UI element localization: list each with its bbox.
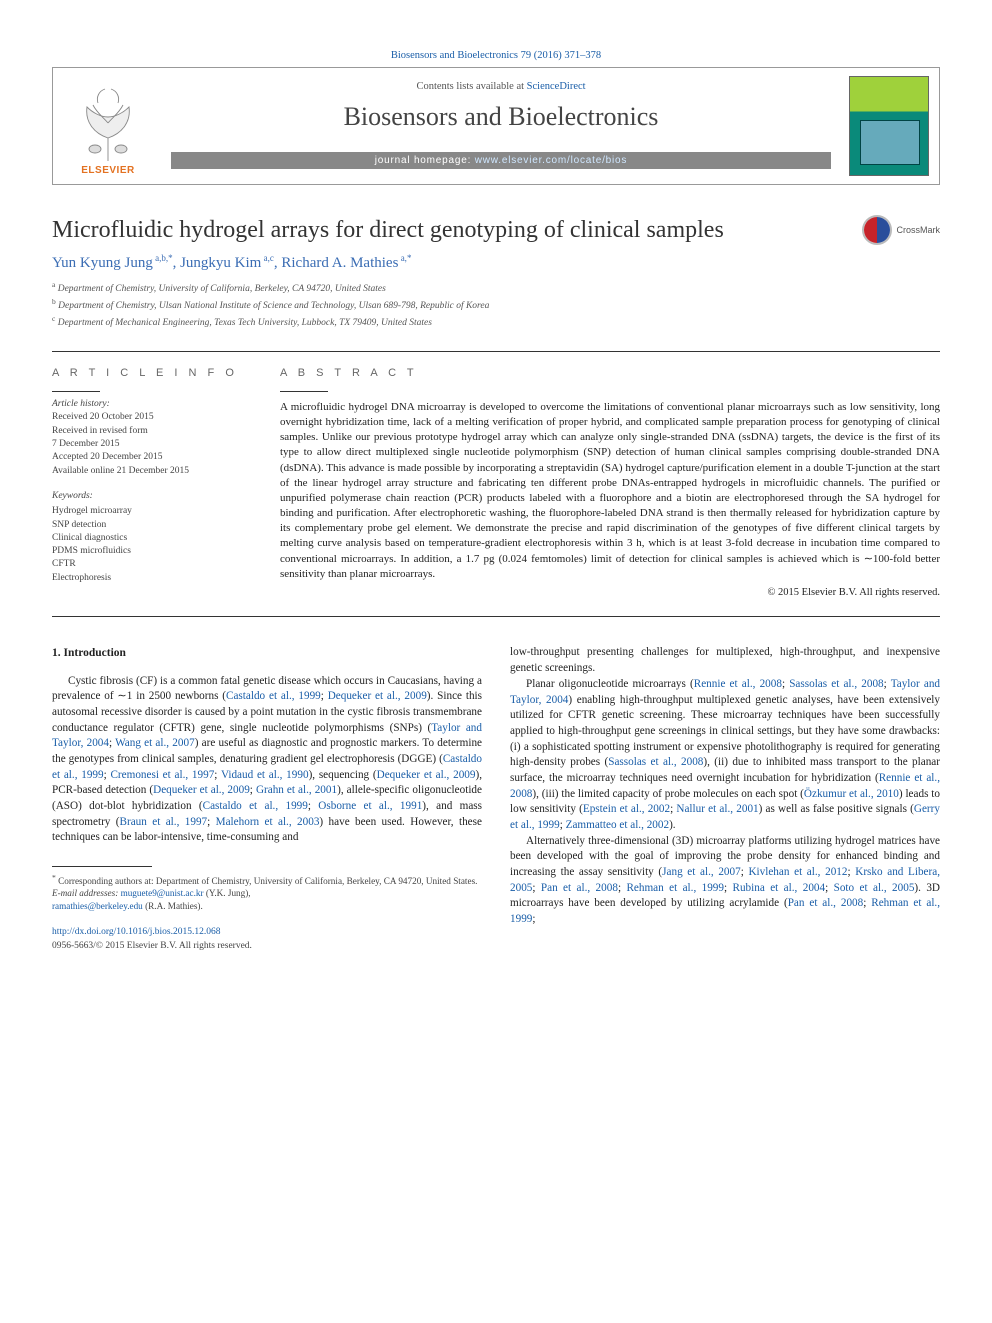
- section-heading: 1. Introduction: [52, 645, 482, 661]
- paper-title: Microfluidic hydrogel arrays for direct …: [52, 215, 854, 245]
- publisher-logo-block: ELSEVIER: [53, 68, 163, 184]
- biblio-ref[interactable]: Sassolas et al., 2008: [608, 756, 703, 768]
- body-columns: 1. Introduction Cystic fibrosis (CF) is …: [52, 645, 940, 952]
- affiliation-b: Department of Chemistry, Ulsan National …: [58, 301, 489, 311]
- biblio-ref[interactable]: Pan et al., 2008: [788, 897, 864, 909]
- contents-available-line: Contents lists available at ScienceDirec…: [416, 81, 585, 92]
- biblio-ref[interactable]: Zammatteo et al., 2002: [566, 819, 669, 831]
- biblio-ref[interactable]: Vidaud et al., 1990: [221, 769, 309, 781]
- biblio-ref[interactable]: Nallur et al., 2001: [676, 803, 758, 815]
- history-item: Accepted 20 December 2015: [52, 451, 246, 464]
- keyword: PDMS microfluidics: [52, 545, 246, 558]
- biblio-ref[interactable]: Osborne et al., 1991: [318, 800, 422, 812]
- biblio-ref[interactable]: Castaldo et al., 1999: [203, 800, 308, 812]
- crossmark-icon: [862, 215, 892, 245]
- contents-available-prefix: Contents lists available at: [416, 81, 526, 92]
- biblio-ref[interactable]: Cremonesi et al., 1997: [110, 769, 214, 781]
- history-item: 7 December 2015: [52, 438, 246, 451]
- abstract-column: A B S T R A C T A microfluidic hydrogel …: [262, 352, 940, 617]
- affil-sup: a,b,: [153, 253, 168, 263]
- author[interactable]: Jungkyu Kim: [180, 255, 261, 271]
- history-item: Received in revised form: [52, 425, 246, 438]
- history-item: Received 20 October 2015: [52, 411, 246, 424]
- citation-line: Biosensors and Bioelectronics 79 (2016) …: [52, 50, 940, 61]
- body-paragraph: Planar oligonucleotide microarrays (Renn…: [510, 677, 940, 834]
- abstract-copyright: © 2015 Elsevier B.V. All rights reserved…: [280, 586, 940, 600]
- biblio-ref[interactable]: Braun et al., 1997: [120, 816, 208, 828]
- affil-sup: a,: [398, 253, 407, 263]
- keyword: Hydrogel microarray: [52, 505, 246, 518]
- doi-link[interactable]: http://dx.doi.org/10.1016/j.bios.2015.12…: [52, 926, 482, 939]
- affiliation-a: Department of Chemistry, University of C…: [58, 284, 386, 294]
- biblio-ref[interactable]: Epstein et al., 2002: [583, 803, 670, 815]
- history-label: Article history:: [52, 398, 246, 411]
- keyword: Clinical diagnostics: [52, 532, 246, 545]
- publisher-name: ELSEVIER: [81, 165, 134, 176]
- keyword: SNP detection: [52, 519, 246, 532]
- journal-name: Biosensors and Bioelectronics: [344, 102, 659, 132]
- body-paragraph: Alternatively three-dimensional (3D) mic…: [510, 834, 940, 928]
- biblio-ref[interactable]: Jang et al., 2007: [662, 866, 741, 878]
- biblio-ref[interactable]: Pan et al., 2008: [541, 882, 618, 894]
- journal-homepage-bar: journal homepage: www.elsevier.com/locat…: [171, 152, 831, 169]
- email-who: (R.A. Mathies).: [143, 901, 203, 911]
- author-sep: ,: [173, 255, 181, 271]
- biblio-ref[interactable]: Dequeker et al., 2009: [377, 769, 476, 781]
- body-paragraph: Cystic fibrosis (CF) is a common fatal g…: [52, 674, 482, 846]
- author[interactable]: Yun Kyung Jung: [52, 255, 153, 271]
- corr-sup: *: [407, 253, 412, 263]
- biblio-ref[interactable]: Sassolas et al., 2008: [789, 678, 883, 690]
- article-info-heading: A R T I C L E I N F O: [52, 366, 246, 381]
- journal-homepage-link[interactable]: www.elsevier.com/locate/bios: [475, 155, 627, 166]
- homepage-prefix: journal homepage:: [375, 155, 475, 166]
- email-who: (Y.K. Jung),: [204, 888, 251, 898]
- footnotes: * Corresponding authors at: Department o…: [52, 873, 482, 912]
- history-item: Available online 21 December 2015: [52, 465, 246, 478]
- biblio-ref[interactable]: Özkumur et al., 2010: [804, 788, 899, 800]
- crossmark-label: CrossMark: [896, 225, 940, 235]
- biblio-ref[interactable]: Wang et al., 2007: [115, 737, 195, 749]
- author[interactable]: Richard A. Mathies: [281, 255, 398, 271]
- doi-block: http://dx.doi.org/10.1016/j.bios.2015.12…: [52, 926, 482, 953]
- email-label: E-mail addresses:: [52, 888, 121, 898]
- email-link[interactable]: ramathies@berkeley.edu: [52, 901, 143, 911]
- keywords-label: Keywords:: [52, 490, 246, 503]
- email-link[interactable]: muguete9@unist.ac.kr: [121, 888, 204, 898]
- sciencedirect-link[interactable]: ScienceDirect: [527, 81, 586, 92]
- article-info-column: A R T I C L E I N F O Article history: R…: [52, 352, 262, 617]
- biblio-ref[interactable]: Rubina et al., 2004: [733, 882, 826, 894]
- biblio-ref[interactable]: Soto et al., 2005: [834, 882, 915, 894]
- journal-header: ELSEVIER Contents lists available at Sci…: [52, 67, 940, 185]
- biblio-ref[interactable]: Rehman et al., 1999: [626, 882, 724, 894]
- authors-line: Yun Kyung Jung a,b,*, Jungkyu Kim a,c, R…: [52, 253, 940, 272]
- journal-cover-icon: [849, 76, 929, 176]
- abstract-heading: A B S T R A C T: [280, 366, 940, 381]
- crossmark-badge[interactable]: CrossMark: [862, 215, 940, 245]
- journal-header-center: Contents lists available at ScienceDirec…: [163, 68, 839, 184]
- corr-marker: *: [52, 873, 56, 882]
- biblio-ref[interactable]: Malehorn et al., 2003: [216, 816, 320, 828]
- biblio-ref[interactable]: Dequeker et al., 2009: [328, 690, 427, 702]
- biblio-ref[interactable]: Rennie et al., 2008: [694, 678, 782, 690]
- affiliations: a Department of Chemistry, University of…: [52, 280, 940, 331]
- journal-cover-block: [839, 68, 939, 184]
- biblio-ref[interactable]: Dequeker et al., 2009: [153, 784, 250, 796]
- biblio-ref[interactable]: Grahn et al., 2001: [256, 784, 337, 796]
- affiliation-c: Department of Mechanical Engineering, Te…: [58, 318, 432, 328]
- biblio-ref[interactable]: Castaldo et al., 1999: [226, 690, 321, 702]
- keyword: CFTR: [52, 558, 246, 571]
- elsevier-tree-icon: [73, 83, 143, 163]
- issn-copyright: 0956-5663/© 2015 Elsevier B.V. All right…: [52, 940, 482, 953]
- biblio-ref[interactable]: Kivlehan et al., 2012: [748, 866, 847, 878]
- abstract-text: A microfluidic hydrogel DNA microarray i…: [280, 400, 940, 582]
- affil-sup: a,c: [261, 253, 274, 263]
- footnote-separator: [52, 866, 152, 867]
- keyword: Electrophoresis: [52, 572, 246, 585]
- corresponding-note: Corresponding authors at: Department of …: [58, 876, 477, 886]
- body-paragraph: low-throughput presenting challenges for…: [510, 645, 940, 676]
